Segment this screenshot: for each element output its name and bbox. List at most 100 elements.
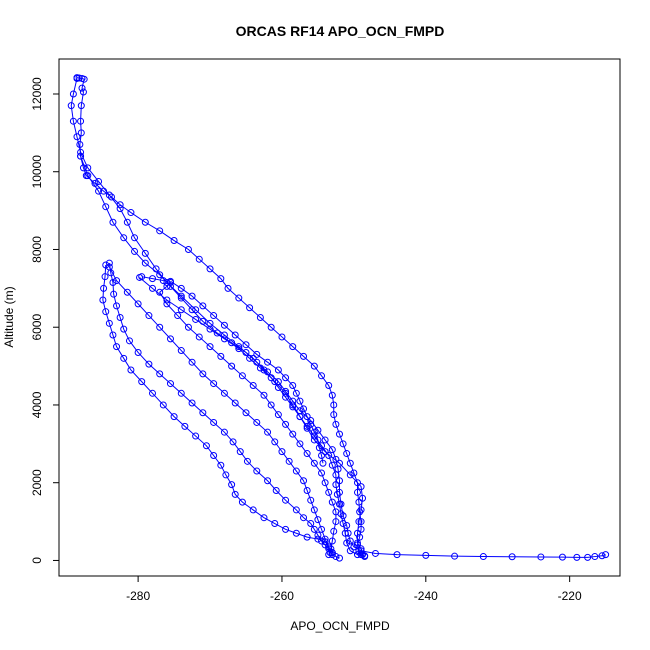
- data-point: [314, 531, 322, 539]
- data-point: [282, 496, 290, 504]
- data-point: [163, 282, 171, 290]
- data-point: [105, 319, 113, 327]
- data-series: [105, 259, 336, 559]
- data-series: [99, 261, 343, 562]
- data-point: [272, 486, 280, 494]
- data-point: [253, 418, 261, 426]
- data-point: [321, 448, 329, 456]
- data-point: [181, 422, 189, 430]
- data-point: [332, 518, 340, 526]
- data-point: [282, 374, 290, 382]
- data-point: [325, 488, 333, 496]
- data-point: [267, 323, 275, 331]
- data-point: [170, 237, 178, 245]
- data-point: [307, 496, 315, 504]
- data-point: [102, 261, 110, 269]
- data-point: [210, 418, 218, 426]
- data-point: [108, 193, 115, 201]
- data-point: [188, 306, 196, 314]
- data-point: [177, 347, 185, 355]
- data-point: [78, 84, 86, 92]
- data-point: [289, 430, 297, 438]
- data-point: [156, 323, 164, 331]
- series-line: [70, 78, 364, 555]
- data-point: [120, 325, 128, 333]
- data-point: [336, 554, 343, 562]
- data-point: [282, 393, 290, 401]
- data-point: [558, 553, 566, 561]
- data-series: [105, 263, 336, 557]
- data-point: [105, 259, 113, 267]
- data-point: [371, 549, 379, 557]
- chart-title: ORCAS RF14 APO_OCN_FMPD: [236, 23, 445, 39]
- data-point: [274, 383, 282, 391]
- data-point: [156, 227, 164, 235]
- data-point: [350, 543, 358, 551]
- data-point: [353, 488, 361, 496]
- data-point: [184, 245, 192, 253]
- data-point: [113, 343, 121, 351]
- data-point: [113, 277, 121, 285]
- data-point: [188, 292, 196, 300]
- data-point: [332, 553, 340, 561]
- data-point: [315, 444, 323, 452]
- data-point: [210, 380, 218, 388]
- data-point: [300, 405, 308, 413]
- data-point: [145, 360, 153, 368]
- data-point: [303, 422, 311, 430]
- data-point: [325, 551, 333, 559]
- data-point: [188, 399, 196, 407]
- data-point: [289, 403, 297, 411]
- data-point: [79, 88, 87, 96]
- data-point: [206, 325, 214, 333]
- data-point: [319, 459, 327, 467]
- data-point: [101, 273, 109, 281]
- data-point: [256, 314, 264, 321]
- data-point: [314, 516, 322, 524]
- data-point: [353, 529, 361, 537]
- data-point: [253, 467, 261, 475]
- data-point: [256, 364, 264, 372]
- data-point: [356, 533, 364, 541]
- data-point: [343, 539, 351, 547]
- data-point: [188, 358, 196, 366]
- data-series: [67, 74, 367, 559]
- data-point: [177, 306, 185, 314]
- data-point: [238, 498, 246, 506]
- data-point: [584, 553, 592, 561]
- data-point: [300, 477, 308, 485]
- data-point: [321, 436, 329, 444]
- data-point: [321, 535, 329, 543]
- data-point: [310, 362, 318, 370]
- data-point: [246, 304, 254, 312]
- data-point: [231, 490, 239, 498]
- data-point: [131, 234, 139, 242]
- data-point: [199, 409, 207, 417]
- data-point: [314, 436, 322, 444]
- data-point: [149, 389, 156, 397]
- data-point: [69, 90, 77, 98]
- data-point: [303, 450, 311, 458]
- data-point: [359, 494, 367, 502]
- data-point: [310, 459, 318, 467]
- data-point: [328, 461, 336, 469]
- data-point: [109, 279, 117, 287]
- data-point: [166, 277, 174, 285]
- data-point: [357, 547, 365, 555]
- data-point: [267, 401, 275, 409]
- data-point: [346, 547, 354, 555]
- data-point: [210, 312, 218, 320]
- data-point: [310, 506, 318, 514]
- data-point: [264, 477, 272, 485]
- data-point: [307, 420, 315, 428]
- data-point: [235, 345, 243, 353]
- data-point: [113, 302, 121, 310]
- data-point: [602, 551, 610, 559]
- x-tick-label: -260: [270, 589, 294, 603]
- data-point: [300, 352, 308, 360]
- data-point: [84, 172, 92, 180]
- data-point: [246, 354, 254, 362]
- data-point: [321, 479, 329, 487]
- data-point: [123, 288, 131, 296]
- data-point: [120, 234, 128, 242]
